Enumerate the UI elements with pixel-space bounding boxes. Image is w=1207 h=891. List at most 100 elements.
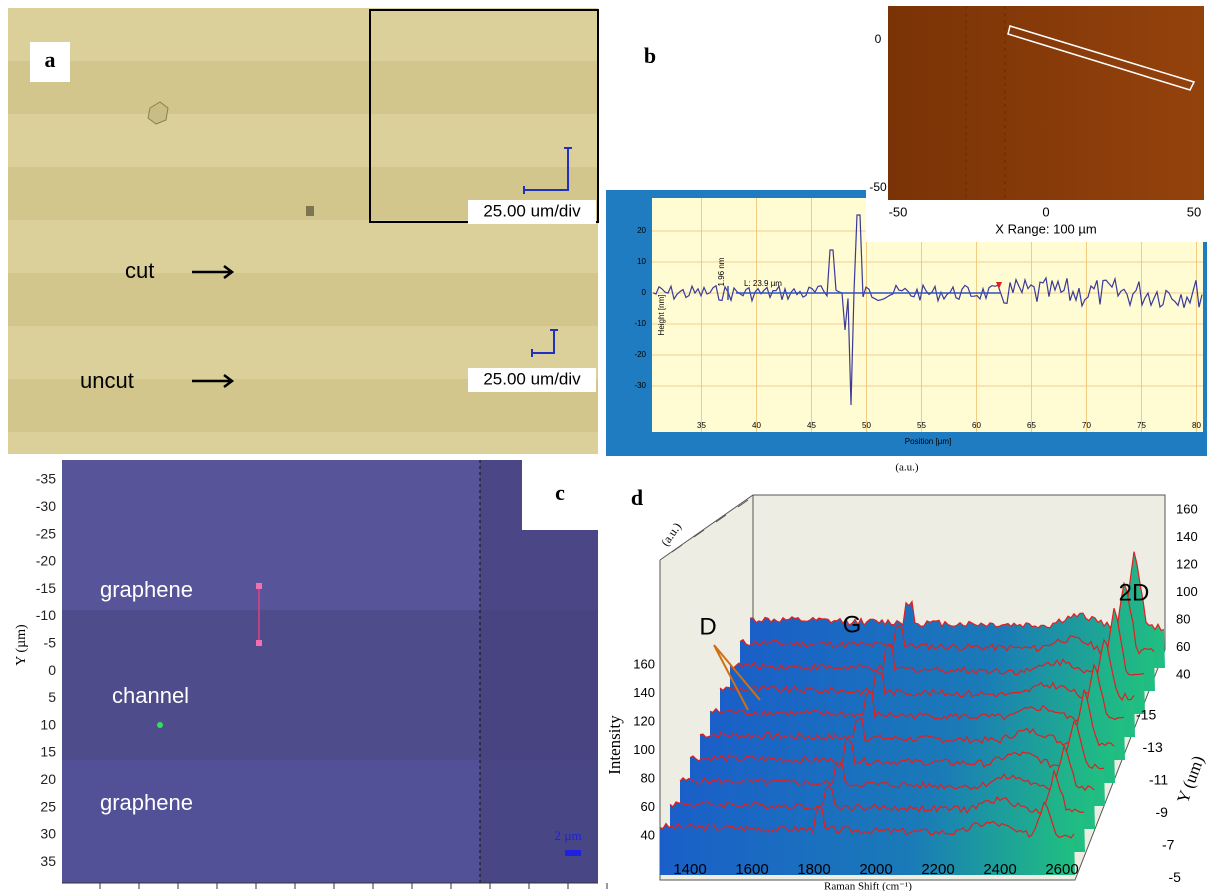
tick-label: 1400 [673,861,706,878]
measure-point [256,640,262,646]
panel-label-box [30,42,70,82]
panel-d: d (a.u.) 2D G D Intensity Raman Shift (c… [605,475,1207,891]
length-marker: L: 23.9 µm [744,279,782,288]
unit-note: (a.u.) [895,462,919,474]
region-label: channel [112,683,189,708]
tick-label: 2000 [859,861,892,878]
tick-label: 100 [633,742,655,757]
height-marker: 1.96 nm [717,257,726,286]
pointer [713,644,761,711]
peak-label: D [699,613,716,640]
tick-label: 35 [697,421,706,430]
tick-label: -9 [1156,804,1169,820]
tick-label: 50 [862,421,871,430]
panel-label: d [631,485,643,510]
tick-label: 55 [917,421,926,430]
panel-c: c graphene channel graphene 2 µm Y (µm) … [14,460,608,889]
afm-x-range: X Range: 100 µm [995,221,1096,236]
spectrum-ribbon [660,802,1075,875]
spectrum-line [679,744,1095,792]
tick-label: 25 [40,798,56,814]
panel-b: b 20 10 0 -10 -20 -30 35 40 45 50 55 60 65 70 75 80 1.9… [606,0,1207,474]
tick-label: -15 [36,580,56,596]
tick-label: -25 [36,525,56,541]
scale-bar [565,850,581,856]
tick-label: 15 [40,744,56,760]
region-label: graphene [100,577,193,602]
panel-label-box [522,460,598,530]
scale-label: 2 µm [554,828,581,843]
tick-label: -50 [889,204,908,219]
tick-label: 70 [1082,421,1091,430]
box-tick [671,499,749,553]
tick-label: 40 [1176,666,1190,681]
scale-box [468,368,596,392]
axis-label: Height [nm] [657,295,666,336]
tick-label: 10 [40,716,56,732]
tick-label: -7 [1162,837,1175,853]
region-label: graphene [100,790,193,815]
tick-label: -15 [1136,707,1156,723]
arrow [192,374,235,388]
tick-label: -11 [1149,772,1168,788]
tick-label: 80 [1176,611,1190,626]
spectrum-line [719,638,1135,702]
tick-label: -35 [36,471,56,487]
tick-label: -10 [36,607,56,623]
axis-label: Y (um) [1173,753,1207,805]
tick-label: 0 [48,662,56,678]
measure-point [256,583,262,589]
axis-label: Position [µm] [905,437,951,446]
axis-label: Intensity [605,715,624,775]
tick-label: 80 [641,770,655,785]
scale-label: 25.00 um/div [483,369,581,388]
tick-label: 40 [752,421,761,430]
panel-label-box [612,475,662,525]
tick-label: -13 [1143,739,1163,755]
tick-label: -5 [44,635,57,651]
panel-label: c [555,480,565,505]
spectrum-line [739,581,1155,655]
tick-label: 140 [633,685,655,700]
tick-label: 5 [48,689,56,705]
scale-label: 25.00 um/div [483,201,581,220]
afm-image [888,6,1204,200]
spectrum-line [749,551,1165,632]
tick-label: 45 [807,421,816,430]
tick-label: 35 [40,853,56,869]
tick-label: 20 [40,771,56,787]
cut-label: cut [125,258,154,283]
scale-bar [531,329,558,357]
tick-label: 20 [637,226,646,235]
debris [306,206,314,216]
tick-label: 140 [1176,529,1198,544]
tick-label: 75 [1137,421,1146,430]
spectrum-line [709,662,1125,723]
tick-label: 50 [1187,204,1201,219]
tick-label: -10 [634,319,646,328]
spectrum-line [659,801,1075,839]
tick-label: 120 [1176,556,1198,571]
tick-label: 0 [875,32,882,46]
tick-label: 0 [1042,204,1049,219]
uncut-label: uncut [80,368,134,393]
tick-label: 10 [637,257,646,266]
tick-label: -50 [869,180,887,194]
tick-label: -5 [1169,869,1182,885]
tick-label: 1800 [797,861,830,878]
spectrum-ribbon [750,551,1165,668]
tick-label: 120 [633,713,655,728]
tick-label: -20 [634,350,646,359]
tick-label: 60 [972,421,981,430]
scan-line [1007,25,1196,91]
axis-label: Y (µm) [14,624,29,666]
panel-a: a 25.00 um/div cut uncut 25.00 um/div [8,8,599,454]
tick-label: 60 [1176,639,1190,654]
scale-box [468,200,596,224]
tick-label: 30 [40,826,56,842]
panel-label: a [45,47,56,72]
tick-label: -20 [36,553,56,569]
tick-label: 160 [1176,501,1198,516]
tick-label: 160 [633,656,655,671]
